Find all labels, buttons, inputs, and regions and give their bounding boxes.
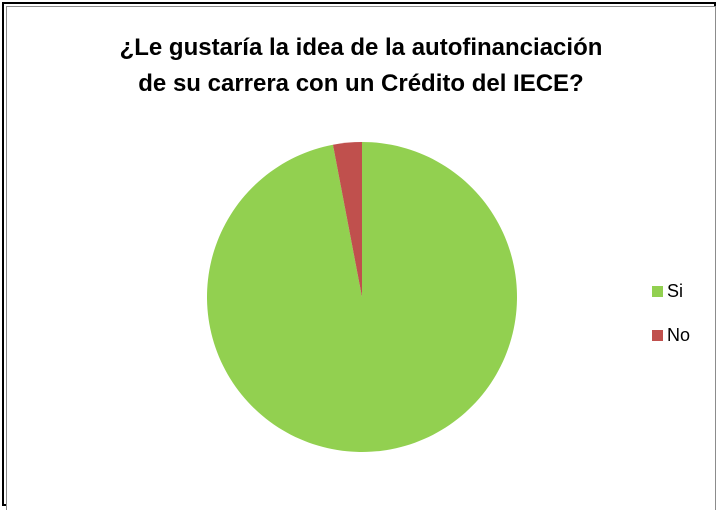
chart-legend: Si No	[652, 280, 690, 368]
pie-slices	[207, 142, 518, 452]
chart-title-line-1: ¿Le gustaría la idea de la autofinanciac…	[119, 34, 603, 61]
legend-label-si: Si	[667, 281, 684, 301]
legend-item-no: No	[652, 324, 690, 346]
legend-swatch-no	[652, 329, 663, 341]
legend-swatch-si	[652, 285, 663, 297]
legend-label-no: No	[667, 325, 691, 345]
pie-slice-si	[207, 142, 518, 452]
pie-slice-no	[332, 142, 362, 297]
chart-title: ¿Le gustaría la idea de la autofinanciac…	[0, 30, 722, 102]
chart-title-line-2: de su carrera con un Crédito del IECE?	[138, 70, 584, 97]
legend-item-si: Si	[652, 280, 690, 302]
